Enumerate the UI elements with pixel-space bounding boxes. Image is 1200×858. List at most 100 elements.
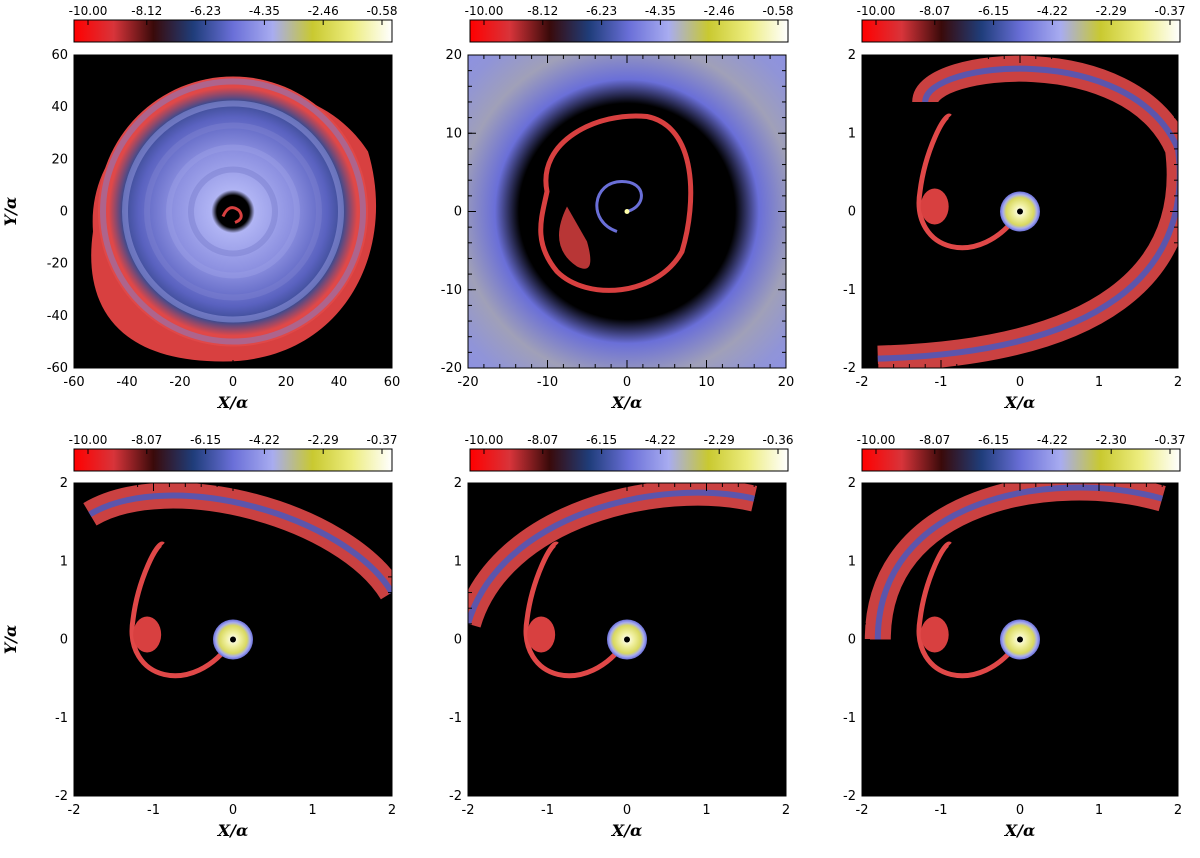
- y-tick-label: 40: [51, 100, 68, 115]
- colorbar-tick-label: -4.22: [645, 433, 676, 447]
- x-tick-label: 0: [623, 375, 631, 390]
- y-tick-label: 1: [60, 554, 68, 569]
- x-tick-label: -1: [147, 803, 160, 818]
- axes: -2 -1 0 1 2 2 1 0 -1 -2: [449, 476, 790, 818]
- x-tick-label: 0: [229, 375, 237, 390]
- colorbar-tick-label: -0.37: [366, 433, 397, 447]
- y-tick-label: 0: [454, 633, 462, 648]
- colorbar-scale: [73, 19, 393, 43]
- x-axis-title: X/α: [217, 821, 249, 840]
- colorbar-tick-label: -8.07: [131, 433, 162, 447]
- panel-2: -10.00 -8.12 -6.23 -4.35 -2.46 -0.58 -20 -10 0 10…: [441, 4, 795, 412]
- colorbar-tick-label: -0.58: [366, 4, 397, 18]
- colorbar-tick-label: -6.23: [586, 4, 617, 18]
- axes: -2 -1 0 1 2 2 1 0 -1 -2: [843, 48, 1182, 390]
- colorbar-tick-label: -10.00: [857, 433, 896, 447]
- y-tick-label: 0: [848, 633, 856, 648]
- colorbar-tick-label: -2.29: [1096, 4, 1127, 18]
- axes: -60 -40 -20 0 20 40 60 60 40 20 0 -20 -40 -60: [47, 48, 401, 390]
- colorbar-tick-label: -10.00: [465, 4, 504, 18]
- colorbar-tick-label: -6.23: [190, 4, 221, 18]
- axes: -2 -1 0 1 2 2 1 0 -1 -2: [843, 476, 1182, 818]
- x-tick-label: -40: [116, 375, 137, 390]
- y-tick-label: 1: [848, 126, 856, 141]
- y-tick-label: 20: [51, 152, 68, 167]
- colorbar-tick-label: -4.22: [249, 433, 280, 447]
- x-tick-label: -10: [537, 375, 558, 390]
- density-map: [468, 483, 786, 796]
- x-tick-label: -1: [935, 803, 948, 818]
- y-axis-title: Y/α: [1, 197, 20, 227]
- x-axis-title: X/α: [611, 821, 643, 840]
- x-tick-label: 0: [1016, 375, 1024, 390]
- colorbar-tick-label: -2.29: [308, 433, 339, 447]
- y-tick-label: 2: [848, 476, 856, 491]
- x-tick-label: 0: [229, 803, 237, 818]
- y-axis-title: Y/α: [1, 625, 20, 655]
- density-map: [862, 483, 1178, 796]
- colorbar-tick-label: -8.12: [527, 4, 558, 18]
- y-tick-label: -1: [449, 711, 462, 726]
- y-tick-label: 60: [51, 48, 68, 63]
- y-tick-label: 1: [454, 554, 462, 569]
- axes: -20 -10 0 10 20 20 10 0 -10 -20: [441, 48, 795, 390]
- density-map: [862, 55, 1178, 368]
- colorbar: -10.00 -8.07 -6.15 -4.22 -2.29 -0.36: [465, 433, 794, 472]
- colorbar: -10.00 -8.07 -6.15 -4.22 -2.29 -0.37: [857, 4, 1186, 43]
- y-tick-label: -1: [843, 711, 856, 726]
- colorbar-tick-label: -6.15: [978, 433, 1009, 447]
- x-tick-label: 10: [698, 375, 715, 390]
- x-tick-label: -1: [541, 803, 554, 818]
- colorbar-scale: [469, 448, 789, 472]
- x-tick-label: 0: [1016, 803, 1024, 818]
- x-tick-label: -2: [856, 803, 869, 818]
- x-tick-label: -2: [856, 375, 869, 390]
- colorbar-tick-label: -10.00: [69, 4, 108, 18]
- x-tick-label: 1: [702, 803, 710, 818]
- y-tick-label: -2: [843, 789, 856, 804]
- axes: -2 -1 0 1 2 2 1 0 -1 -2: [55, 476, 396, 818]
- colorbar-scale: [861, 448, 1181, 472]
- colorbar-tick-label: -10.00: [69, 433, 108, 447]
- x-tick-label: 2: [1174, 803, 1182, 818]
- panel-6: -10.00 -8.07 -6.15 -4.22 -2.30 -0.37 -2 -1 0 1 2 2 1…: [843, 433, 1186, 840]
- x-tick-label: 40: [331, 375, 348, 390]
- y-tick-label: 1: [848, 554, 856, 569]
- colorbar-tick-label: -0.36: [762, 433, 793, 447]
- x-tick-label: -2: [68, 803, 81, 818]
- x-tick-label: -20: [169, 375, 190, 390]
- y-tick-label: -1: [55, 711, 68, 726]
- colorbar-tick-label: -2.46: [704, 4, 735, 18]
- y-tick-label: 0: [848, 205, 856, 220]
- x-tick-label: 1: [308, 803, 316, 818]
- colorbar-tick-label: -4.35: [249, 4, 280, 18]
- colorbar-scale: [469, 19, 789, 43]
- y-tick-label: -2: [449, 789, 462, 804]
- colorbar-tick-label: -2.30: [1096, 433, 1127, 447]
- y-tick-label: 20: [445, 48, 462, 63]
- y-tick-label: 0: [60, 205, 68, 220]
- x-axis-title: X/α: [1004, 393, 1036, 412]
- y-tick-label: -40: [47, 309, 68, 324]
- colorbar: -10.00 -8.12 -6.23 -4.35 -2.46 -0.58: [69, 4, 398, 43]
- y-tick-label: -1: [843, 283, 856, 298]
- y-tick-label: -60: [47, 361, 68, 376]
- x-axis-title: X/α: [611, 393, 643, 412]
- x-tick-label: 2: [782, 803, 790, 818]
- y-tick-label: 2: [848, 48, 856, 63]
- panel-5: -10.00 -8.07 -6.15 -4.22 -2.29 -0.36 -2 -1 0 1 2 2 1…: [449, 433, 794, 840]
- y-tick-label: 0: [454, 205, 462, 220]
- y-tick-label: -2: [55, 789, 68, 804]
- colorbar-tick-label: -6.15: [190, 433, 221, 447]
- x-tick-label: 60: [384, 375, 401, 390]
- density-map: [74, 483, 392, 796]
- x-tick-label: 0: [623, 803, 631, 818]
- colorbar-tick-label: -0.58: [762, 4, 793, 18]
- density-map: [74, 55, 392, 368]
- colorbar: -10.00 -8.07 -6.15 -4.22 -2.30 -0.37: [857, 433, 1186, 472]
- panel-1: -10.00 -8.12 -6.23 -4.35 -2.46 -0.58 -60 -40 -20…: [1, 4, 400, 412]
- colorbar-tick-label: -8.12: [131, 4, 162, 18]
- x-tick-label: -20: [457, 375, 478, 390]
- x-axis-title: X/α: [217, 393, 249, 412]
